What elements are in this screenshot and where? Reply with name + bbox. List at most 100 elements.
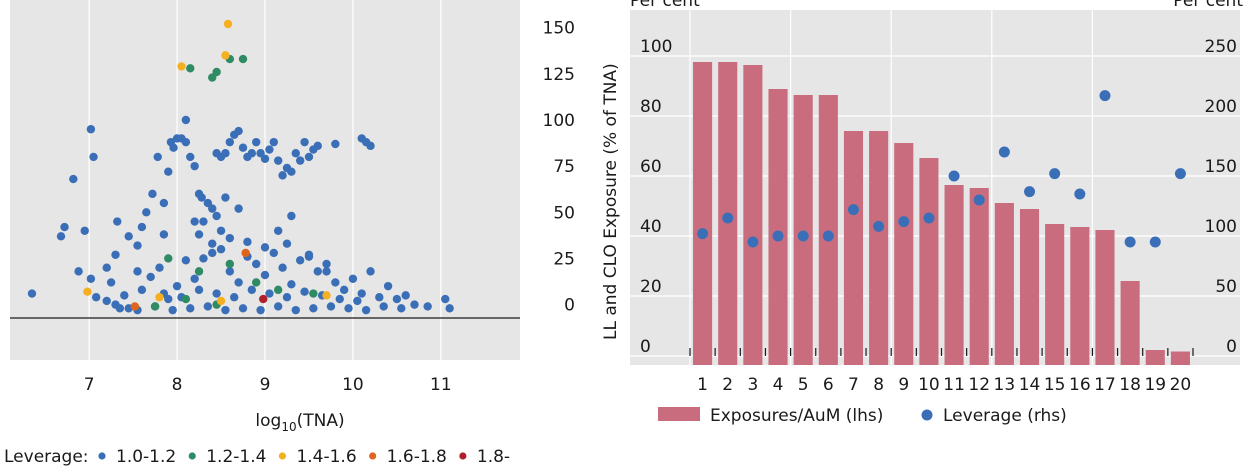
exposure-bar	[743, 65, 763, 365]
exposure-bar	[1120, 281, 1140, 365]
scatter-legend-label: 1.2-1.4	[206, 447, 266, 467]
scatter-point	[366, 141, 375, 151]
scatter-point	[150, 302, 160, 311]
scatter-point	[221, 51, 230, 60]
leverage-point	[973, 194, 985, 206]
scatter-point	[181, 294, 191, 304]
exposure-bar	[869, 131, 889, 365]
scatter-point	[225, 233, 235, 243]
scatter-point	[234, 126, 243, 136]
scatter-point	[278, 171, 287, 180]
scatter-point	[309, 304, 318, 313]
scatter-point	[199, 254, 208, 263]
exposure-bar	[768, 89, 788, 365]
scatter-point	[102, 263, 111, 272]
scatter-point	[113, 217, 122, 226]
scatter-point	[186, 304, 195, 313]
scatter-point	[335, 294, 344, 304]
leverage-point	[822, 230, 834, 242]
rhs-tick-label: 50	[1215, 277, 1237, 297]
scatter-point	[155, 293, 164, 302]
scatter-point	[181, 115, 191, 125]
lhs-unit-label: Per cent	[630, 0, 700, 11]
scatter-y-tick-label: 75	[553, 157, 575, 177]
bar-x-tick-label: 1	[697, 375, 708, 395]
scatter-point	[208, 239, 217, 248]
scatter-point	[348, 274, 358, 283]
leverage-point	[772, 230, 784, 242]
rhs-tick-label: 150	[1205, 157, 1237, 177]
bar-x-tick-label: 15	[1044, 375, 1066, 395]
scatter-point	[304, 250, 314, 259]
rhs-unit-label: Per cent	[1173, 0, 1243, 11]
exposure-bar	[693, 62, 713, 365]
scatter-point	[208, 204, 217, 213]
bar-x-tick-label: 13	[994, 375, 1016, 395]
leverage-point	[923, 212, 935, 224]
scatter-point	[168, 305, 177, 315]
scatter-x-axis-title: log10(TNA)	[255, 411, 344, 434]
scatter-point	[197, 193, 206, 202]
exposure-bar	[894, 143, 914, 365]
scatter-legend-label: 1.8-	[477, 447, 510, 467]
lhs-tick-label: 40	[640, 217, 662, 237]
rhs-tick-label: 0	[1226, 337, 1237, 357]
exposure-bar	[1170, 351, 1190, 365]
leverage-series	[697, 90, 1186, 248]
scatter-point	[322, 267, 331, 276]
exposure-bar	[1045, 224, 1065, 365]
bar-x-tick-label: 10	[918, 375, 940, 395]
scatter-legend-label: 1.6-1.8	[387, 447, 447, 467]
exposure-bar	[1019, 209, 1040, 365]
exposure-bar	[793, 95, 813, 365]
scatter-point	[69, 174, 78, 184]
scatter-point	[287, 211, 296, 221]
leverage-point	[722, 212, 734, 224]
scatter-point	[60, 222, 69, 232]
lhs-tick-label: 80	[640, 97, 662, 117]
scatter-point	[445, 304, 454, 313]
bar-x-tick-label: 14	[1019, 375, 1041, 395]
scatter-x-tick-label: 8	[172, 375, 183, 395]
scatter-point	[282, 293, 292, 302]
scatter-point	[313, 267, 322, 276]
scatter-point	[234, 204, 243, 213]
exposure-legend-swatch	[658, 407, 700, 421]
leverage-point	[948, 170, 960, 182]
scatter-legend-label: 1.4-1.6	[296, 447, 356, 467]
leverage-point	[847, 204, 859, 216]
scatter-legend: Leverage: 1.0-1.2 1.2-1.4 1.4-1.6 1.6-1.8 1.…	[4, 447, 510, 467]
bar-x-tick-label: 18	[1119, 375, 1141, 395]
scatter-point	[223, 19, 233, 29]
scatter-point	[260, 154, 270, 163]
scatter-point	[357, 289, 366, 298]
scatter-point	[304, 152, 314, 162]
bar-x-tick-label: 6	[823, 375, 834, 395]
scatter-point	[265, 289, 274, 298]
scatter-point	[203, 302, 213, 311]
scatter-point	[269, 248, 278, 258]
scatter-point	[177, 62, 186, 71]
scatter-point	[238, 54, 248, 64]
scatter-point	[252, 259, 261, 269]
scatter-point	[339, 285, 349, 295]
scatter-point	[309, 289, 318, 298]
scatter-point	[120, 291, 129, 300]
scatter-point	[130, 302, 140, 311]
exposure-bar	[944, 185, 964, 365]
scatter-point	[146, 272, 155, 282]
scatter-point	[252, 137, 261, 147]
bar-x-tick-label: 3	[747, 375, 758, 395]
scatter-point	[331, 278, 340, 287]
bar-x-tick-label: 12	[968, 375, 990, 395]
exposure-bar	[843, 131, 864, 365]
scatter-point	[238, 143, 248, 152]
leverage-legend-marker	[921, 409, 933, 421]
scatter-point	[190, 217, 199, 226]
scatter-point	[241, 248, 250, 258]
scatter-legend-marker	[188, 452, 196, 460]
scatter-point	[133, 241, 142, 250]
exposure-bar	[1145, 350, 1165, 365]
exposure-bar	[919, 158, 939, 365]
